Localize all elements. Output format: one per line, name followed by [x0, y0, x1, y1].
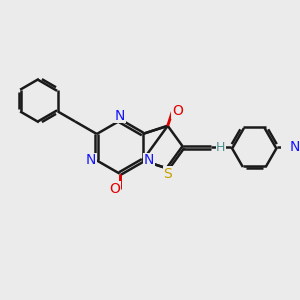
Text: N: N	[143, 153, 154, 167]
Text: S: S	[164, 167, 172, 181]
Text: N: N	[115, 109, 125, 123]
Text: H: H	[216, 141, 226, 154]
Text: N: N	[85, 153, 96, 167]
Text: N: N	[290, 140, 300, 154]
Text: O: O	[172, 104, 183, 118]
Text: O: O	[109, 182, 120, 196]
